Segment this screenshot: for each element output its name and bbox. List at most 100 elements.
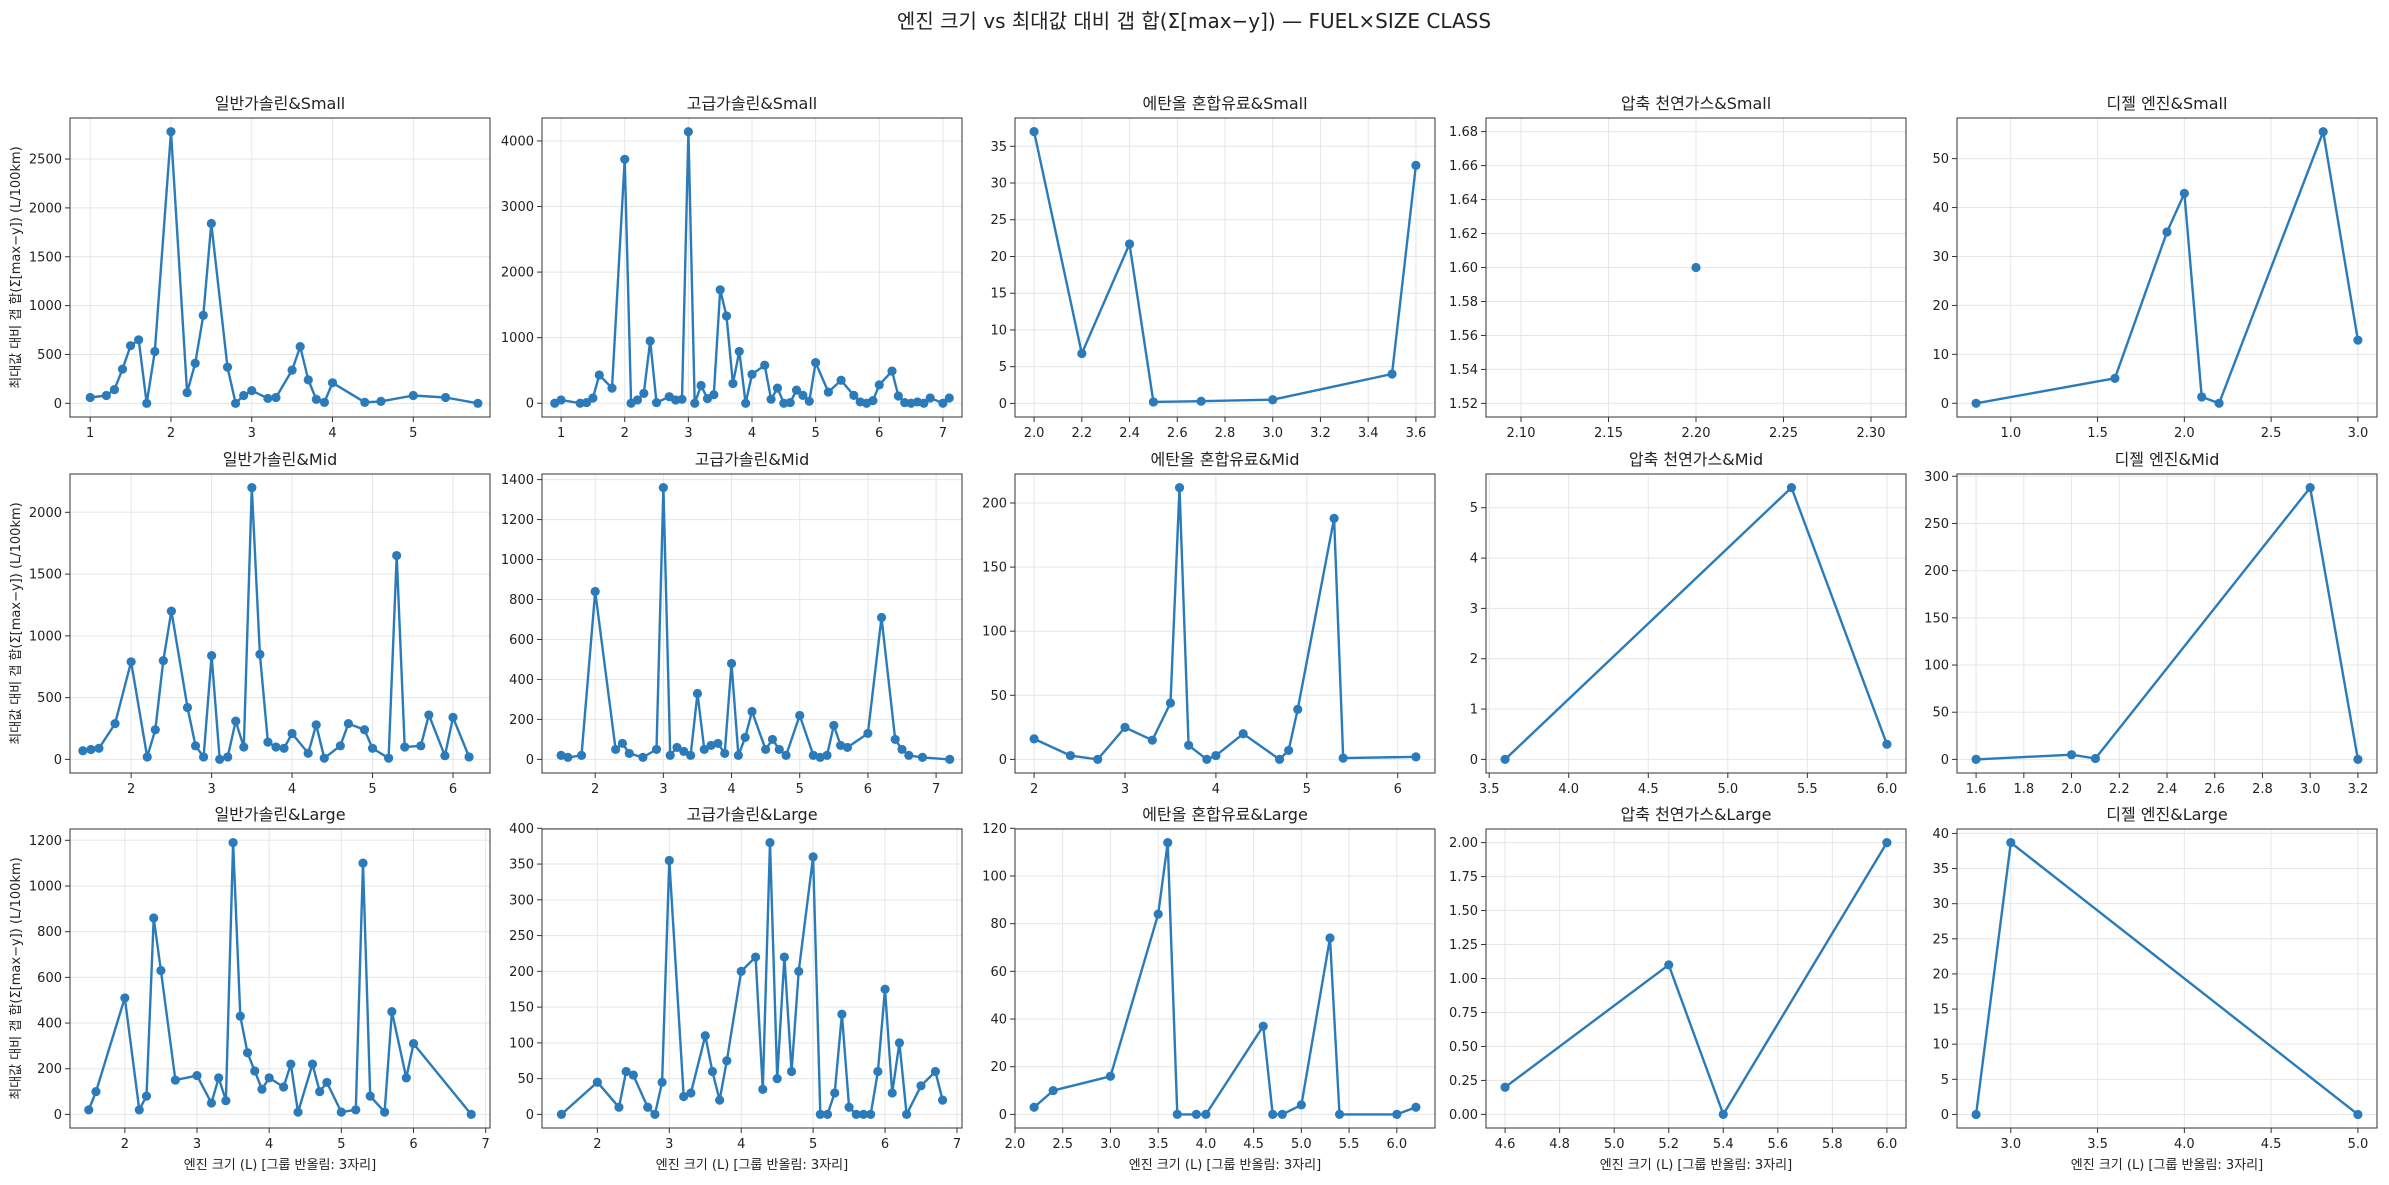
data-point (1971, 1109, 1981, 1120)
data-point (1329, 513, 1339, 523)
x-tick-label: 5 (809, 1137, 817, 1152)
subplot-title: 압축 천연가스&Small (1621, 94, 1771, 113)
plot-frame (1014, 473, 1436, 774)
plot-frame (541, 473, 963, 774)
data-point (740, 732, 750, 743)
y-tick-label: 40 (1932, 827, 1949, 842)
data-point (925, 393, 935, 403)
data-point (255, 649, 265, 659)
y-tick-label: 1 (1470, 703, 1478, 718)
data-point (794, 966, 804, 976)
data-point (779, 952, 789, 962)
data-point (741, 398, 751, 408)
data-point (665, 750, 675, 761)
y-tick-label: 150 (1924, 611, 1949, 626)
y-tick-label: 5 (1941, 1073, 1949, 1088)
subplot-10: 1.6 1.8 2.0 2.2 2.4 2.6 2.8 3.0 3.2 0 50 100 150 200 2… (1924, 450, 2378, 797)
data-point (823, 387, 833, 397)
data-point (1334, 1109, 1345, 1120)
data-point (231, 716, 241, 726)
data-point (868, 396, 878, 406)
data-point (192, 1070, 202, 1081)
data-point (1284, 745, 1294, 756)
data-point (945, 754, 955, 765)
subplot-title: 고급가솔린&Small (687, 94, 818, 113)
subplot-title: 압축 천연가스&Mid (1629, 450, 1763, 469)
data-point (672, 742, 682, 753)
data-point (890, 734, 900, 745)
y-tick-label: 1500 (29, 250, 62, 265)
data-point (311, 394, 321, 405)
y-tick-label: 1.64 (1449, 193, 1478, 208)
y-tick-label: 800 (37, 925, 62, 940)
y-tick-label: 60 (990, 965, 1007, 980)
y-tick-label: 2000 (501, 266, 534, 281)
data-point (683, 127, 693, 137)
data-point (190, 358, 200, 368)
data-point (1048, 1085, 1058, 1096)
data-point (765, 837, 775, 848)
data-point (944, 393, 954, 403)
series-line (560, 841, 944, 1116)
subplot-12: 2 3 4 5 6 7 0 50 100 150 200 250 300 350 400 고급가솔린&Larg… (509, 805, 963, 1173)
y-tick-label: 10 (990, 323, 1007, 338)
data-point (679, 1091, 689, 1102)
data-point (380, 1107, 390, 1117)
y-tick-label: 3000 (501, 200, 534, 215)
data-point (938, 398, 948, 408)
data-point (893, 391, 903, 401)
x-tick-label: 5 (796, 782, 804, 797)
data-point (1191, 1109, 1201, 1120)
data-point (182, 702, 193, 713)
y-tick-label: 0 (1941, 397, 1949, 412)
plot-frame (541, 828, 963, 1129)
data-point (556, 1109, 567, 1120)
data-point (715, 285, 725, 295)
x-tick-label: 6 (881, 1137, 889, 1152)
x-tick-label: 3 (1121, 782, 1129, 797)
plot-frame (69, 117, 491, 418)
data-point (772, 383, 783, 393)
data-point (376, 396, 386, 406)
y-axis-label: 최대값 대비 갭 합(Σ[max−y]) (L/100km) (9, 146, 24, 388)
data-point (215, 754, 225, 765)
data-point (937, 1095, 948, 1105)
y-tick-label: 15 (1932, 1003, 1949, 1018)
data-point (1786, 482, 1797, 493)
y-tick-label: 5 (999, 360, 1007, 375)
subplot-1: 1 2 3 4 5 0 500 1000 1500 2000 2500 일반가솔린&Small 최대값 … (9, 94, 491, 441)
data-point (590, 586, 600, 597)
data-point (1392, 1109, 1402, 1120)
data-point (721, 311, 732, 321)
x-tick-label: 2 (621, 426, 629, 441)
data-point (1664, 960, 1674, 970)
data-point (235, 1011, 245, 1021)
data-point (700, 1031, 710, 1041)
data-point (804, 396, 814, 406)
data-point (1148, 397, 1159, 407)
data-point (221, 1096, 231, 1106)
data-point (785, 397, 795, 408)
data-point (758, 1084, 768, 1094)
data-point (664, 855, 674, 866)
x-tick-label: 6 (875, 426, 883, 441)
data-point (2179, 188, 2189, 198)
data-point (1147, 735, 1157, 745)
data-point (120, 993, 130, 1003)
x-tick-label: 5.0 (1717, 782, 1738, 797)
data-point (416, 741, 426, 751)
data-point (1202, 754, 1212, 765)
y-tick-label: 25 (990, 213, 1007, 228)
plot-frame (1014, 828, 1436, 1129)
data-point (440, 392, 451, 403)
data-point (798, 390, 808, 400)
subplot-2: 1 2 3 4 5 6 7 0 1000 2000 3000 4000 고급가솔린&Small (501, 94, 963, 441)
series-line (1033, 486, 1416, 761)
data-point (638, 752, 648, 763)
data-point (902, 1109, 912, 1120)
data-point (101, 390, 111, 401)
data-point (747, 369, 757, 379)
y-tick-label: 200 (37, 1062, 62, 1077)
data-point (190, 741, 201, 751)
data-point (722, 1056, 732, 1066)
